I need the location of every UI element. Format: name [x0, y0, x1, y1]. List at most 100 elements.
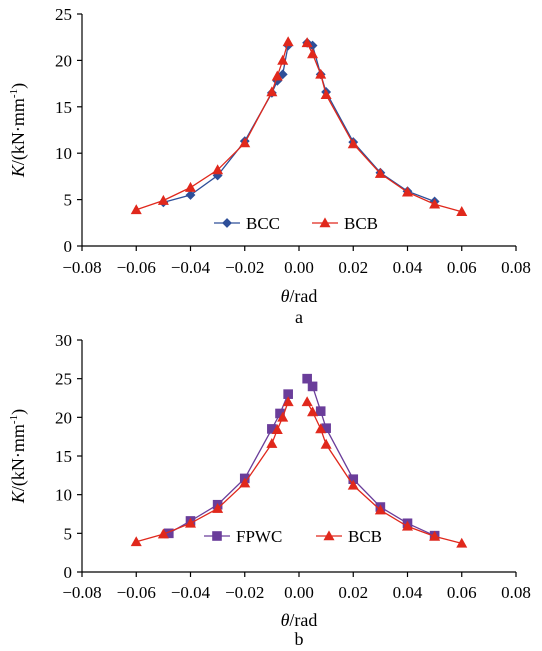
x-tick-label: 0.06 — [447, 583, 477, 602]
series-bcc — [158, 37, 440, 208]
x-tick-label: −0.02 — [225, 258, 264, 277]
y-tick-label: 15 — [55, 98, 72, 117]
data-point — [429, 198, 441, 209]
y-axis-unit: /(kN·mm — [8, 98, 29, 165]
data-point — [266, 438, 278, 448]
data-point — [456, 206, 468, 216]
y-tick-label: 10 — [55, 144, 72, 163]
data-point — [302, 373, 312, 384]
y-axis-unit-close: ) — [8, 83, 29, 89]
legend-label: BCB — [348, 527, 382, 546]
data-point — [239, 137, 251, 148]
data-point — [130, 204, 142, 215]
data-point — [130, 536, 142, 547]
series-line-right — [306, 401, 462, 545]
x-tick-label: 0.00 — [284, 583, 314, 602]
x-tick-label: −0.04 — [171, 258, 211, 277]
panel-label: a — [295, 307, 303, 327]
series-line-left — [163, 45, 289, 204]
series-line-left — [136, 401, 289, 543]
x-axis-unit: /rad — [289, 286, 317, 306]
data-point — [277, 411, 289, 422]
x-tick-label: 0.00 — [284, 258, 314, 277]
y-tick-label: 10 — [55, 486, 72, 505]
y-axis-unit: /(kN·mm — [8, 424, 29, 491]
series-line-right — [306, 42, 462, 213]
series-line-right — [306, 378, 435, 537]
data-point — [282, 36, 294, 47]
legend-label: BCC — [246, 214, 280, 233]
data-point — [239, 477, 251, 488]
data-point — [271, 424, 283, 435]
data-point — [320, 89, 332, 100]
legend-marker — [212, 531, 222, 541]
data-point — [266, 86, 278, 97]
data-point — [347, 138, 359, 149]
y-tick-label: 15 — [55, 447, 72, 466]
legend: FPWC BCB — [200, 527, 395, 546]
series-line-right — [306, 42, 435, 203]
data-point — [301, 37, 313, 48]
series-bcb — [130, 36, 468, 216]
x-axis-title: θ/rad — [281, 286, 318, 306]
y-axis-title: K/(kN·mm-1) — [8, 409, 29, 504]
series-line-left — [136, 41, 289, 211]
y-axis-title: K/(kN·mm-1) — [8, 83, 29, 178]
y-tick-label: 20 — [55, 51, 72, 70]
x-tick-label: −0.06 — [117, 583, 156, 602]
data-point — [185, 190, 196, 200]
x-axis-unit: /rad — [289, 610, 317, 630]
y-tick-label: 25 — [55, 370, 72, 389]
chart-panel-a: 0 5 10 15 20 25 −0.08 −0.06 −0.04 −0.02 0.00 0.02 0.… — [8, 5, 531, 327]
data-point — [429, 530, 441, 541]
data-point — [157, 528, 169, 539]
y-axis-unit-superscript: -1 — [8, 89, 20, 98]
legend-marker — [319, 217, 331, 228]
data-point — [307, 406, 319, 417]
data-point — [456, 537, 468, 548]
y-tick-label: 20 — [55, 408, 72, 427]
x-tick-label: 0.04 — [393, 583, 423, 602]
data-point — [301, 396, 313, 407]
data-point — [315, 68, 327, 79]
data-point — [277, 54, 289, 65]
data-point — [315, 406, 326, 416]
x-axis-symbol: θ — [281, 610, 290, 630]
x-tick-label: −0.02 — [225, 583, 264, 602]
data-point — [320, 438, 332, 449]
series-line-left — [168, 393, 289, 534]
data-point — [271, 70, 283, 81]
x-tick-label: 0.02 — [338, 258, 368, 277]
series-bcb — [130, 396, 468, 548]
legend-marker — [222, 218, 232, 228]
y-axis-unit-superscript: -1 — [8, 415, 20, 424]
x-tick-label: 0.08 — [501, 258, 531, 277]
x-tick-label: −0.08 — [62, 583, 101, 602]
legend-marker — [323, 530, 335, 541]
y-axis-symbol: K — [8, 164, 28, 178]
y-axis-unit-close: ) — [8, 409, 29, 415]
data-point — [307, 48, 319, 59]
data-point — [401, 520, 414, 531]
data-point — [157, 194, 169, 205]
data-point — [184, 517, 197, 528]
data-point — [282, 396, 294, 407]
y-tick-label: 0 — [64, 563, 73, 582]
y-tick-label: 5 — [64, 524, 73, 543]
x-tick-label: 0.06 — [447, 258, 477, 277]
x-tick-label: −0.06 — [117, 258, 156, 277]
data-point — [212, 502, 224, 513]
data-point — [374, 504, 386, 515]
y-tick-label: 25 — [55, 5, 72, 24]
y-tick-label: 30 — [55, 331, 72, 350]
x-axis-title: θ/rad — [281, 610, 318, 630]
x-tick-label: −0.08 — [62, 258, 101, 277]
data-point — [184, 181, 197, 192]
legend-background — [210, 214, 405, 232]
x-axis-symbol: θ — [281, 286, 290, 306]
legend: BCC BCB — [210, 214, 405, 233]
legend-label: FPWC — [236, 527, 282, 546]
y-axis-symbol: K — [8, 490, 28, 504]
panel-label: b — [295, 629, 304, 649]
data-point — [307, 381, 318, 392]
